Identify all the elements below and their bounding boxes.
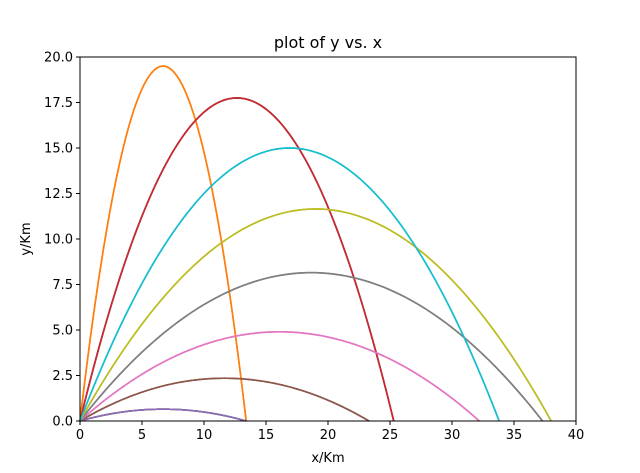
x-tick-label: 10 <box>196 428 213 443</box>
x-tick-label: 0 <box>76 428 84 443</box>
y-tick-label: 7.5 <box>52 278 73 293</box>
y-tick-label: 20.0 <box>44 51 73 66</box>
x-tick-label: 35 <box>506 428 523 443</box>
series-line-15 <box>79 408 247 422</box>
x-tick-label: 15 <box>258 428 275 443</box>
series-line-14 <box>79 97 395 422</box>
y-tick-label: 5.0 <box>52 324 73 339</box>
y-tick-label: 17.5 <box>44 96 73 111</box>
x-axis: 0 5 10 15 20 25 30 35 40 <box>76 421 584 443</box>
y-tick-label: 10.0 <box>44 233 73 248</box>
series-line-12 <box>79 65 247 422</box>
x-tick-label: 40 <box>568 428 585 443</box>
y-axis-label: y/Km <box>19 222 34 255</box>
x-axis-label: x/Km <box>311 451 344 466</box>
y-tick-label: 0.0 <box>52 415 73 430</box>
series-line-11 <box>79 97 395 422</box>
series-line-4 <box>79 97 395 422</box>
series-line-10 <box>79 147 500 422</box>
y-tick-label: 2.5 <box>52 369 73 384</box>
x-tick-label: 25 <box>382 428 399 443</box>
series-line-8 <box>79 271 544 422</box>
series-line-16 <box>79 377 370 422</box>
y-tick-label: 12.5 <box>44 187 73 202</box>
x-tick-label: 5 <box>138 428 146 443</box>
chart-title: plot of y vs. x <box>274 33 382 52</box>
series-line-17 <box>79 331 480 422</box>
plot-series-group <box>79 65 552 422</box>
series-line-19 <box>79 208 552 422</box>
series-line-20 <box>79 147 500 422</box>
y-tick-label: 15.0 <box>44 142 73 157</box>
x-tick-label: 20 <box>320 428 337 443</box>
series-line-18 <box>79 271 544 422</box>
series-line-1 <box>79 97 395 422</box>
y-axis: 0.0 2.5 5.0 7.5 10.0 12.5 15.0 17.5 20.0 <box>44 51 80 430</box>
x-tick-label: 30 <box>444 428 461 443</box>
